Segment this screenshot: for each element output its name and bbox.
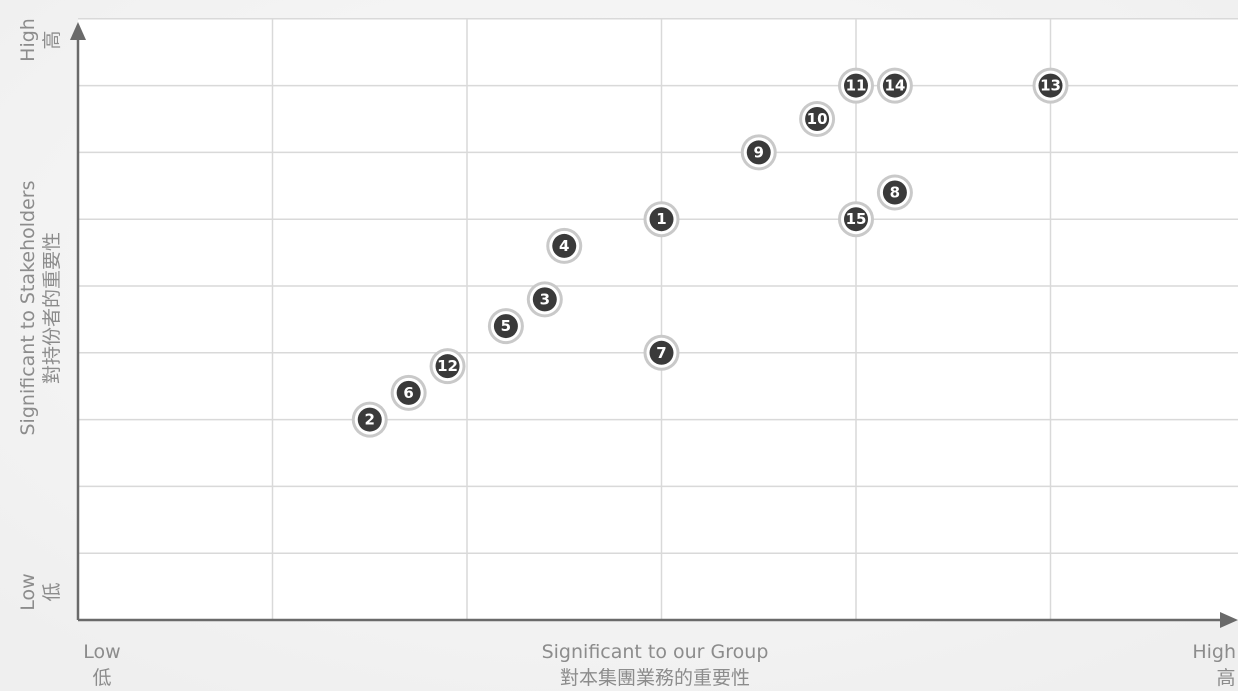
data-point-15: 15 xyxy=(838,201,874,238)
data-point-5: 5 xyxy=(487,308,524,345)
point-marker xyxy=(552,233,577,258)
data-point-10: 10 xyxy=(799,101,836,137)
point-label: 6 xyxy=(403,384,413,402)
data-point-13: 13 xyxy=(1032,67,1069,104)
data-point-14: 14 xyxy=(876,67,913,104)
point-label: 14 xyxy=(884,77,905,95)
point-label: 11 xyxy=(846,77,867,95)
point-label: 8 xyxy=(890,183,900,201)
data-point-3: 3 xyxy=(526,281,563,318)
data-point-7: 7 xyxy=(643,334,680,371)
data-point-1: 1 xyxy=(643,201,680,238)
y-axis-arrow xyxy=(70,22,86,40)
point-label: 12 xyxy=(437,357,458,375)
data-point-8: 8 xyxy=(876,174,913,211)
data-point-4: 4 xyxy=(546,227,583,264)
point-marker xyxy=(882,180,907,205)
data-point-12: 12 xyxy=(429,348,466,385)
point-label: 4 xyxy=(559,237,569,255)
point-marker xyxy=(493,314,518,339)
point-label: 3 xyxy=(540,290,550,308)
point-label: 13 xyxy=(1040,77,1061,95)
x-high-label: High xyxy=(1192,641,1236,663)
point-label: 5 xyxy=(501,317,511,335)
x-axis-arrow xyxy=(1220,612,1238,628)
data-point-6: 6 xyxy=(390,374,427,411)
y-axis-title: Significant to Stakeholders xyxy=(17,181,39,436)
data-point-11: 11 xyxy=(838,67,874,104)
x-low-label: Low xyxy=(83,641,120,663)
x-high-label-zh: 高 xyxy=(1216,667,1235,689)
point-label: 2 xyxy=(365,411,375,429)
point-marker xyxy=(844,73,868,98)
point-marker xyxy=(882,73,907,98)
point-label: 15 xyxy=(846,210,867,228)
point-label: 10 xyxy=(807,110,828,128)
point-marker xyxy=(532,287,557,312)
point-label: 9 xyxy=(754,143,764,161)
point-marker xyxy=(746,140,771,165)
x-axis-title: Significant to our Group xyxy=(542,641,769,663)
point-marker xyxy=(1038,73,1063,98)
y-high-label: High xyxy=(17,18,39,62)
point-marker xyxy=(435,354,460,379)
point-label: 1 xyxy=(656,210,666,228)
y-axis-title-zh: 對持份者的重要性 xyxy=(41,232,63,384)
point-marker xyxy=(649,340,674,365)
data-point-2: 2 xyxy=(351,401,388,438)
point-marker xyxy=(844,207,868,232)
point-marker xyxy=(396,380,421,405)
point-label: 7 xyxy=(656,344,666,362)
x-axis-title-zh: 對本集團業務的重要性 xyxy=(560,667,750,689)
data-point-9: 9 xyxy=(740,134,777,171)
y-low-label: Low xyxy=(17,573,39,610)
plot-area xyxy=(78,18,1238,620)
x-low-label-zh: 低 xyxy=(92,667,111,689)
point-marker xyxy=(805,107,830,131)
y-high-label-zh: 高 xyxy=(41,30,63,49)
point-marker xyxy=(357,407,382,432)
point-marker xyxy=(649,207,674,232)
y-low-label-zh: 低 xyxy=(41,582,63,601)
